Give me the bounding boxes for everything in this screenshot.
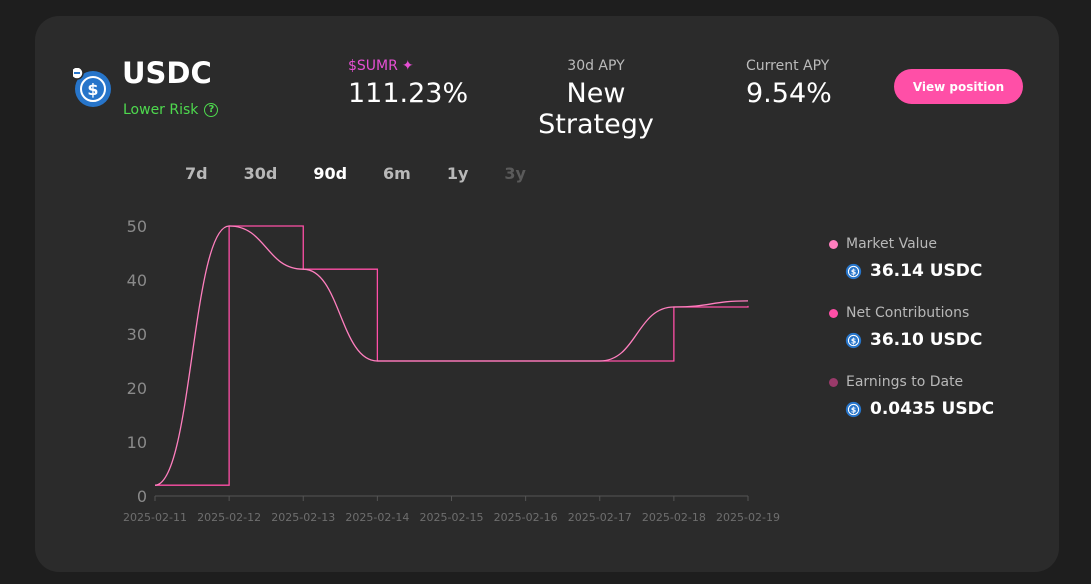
x-tick-label: 2025-02-18 [642, 511, 706, 524]
y-tick-label: 30 [127, 325, 147, 344]
x-tick-label: 2025-02-14 [345, 511, 409, 524]
usdc-coin-icon: $ [845, 263, 862, 279]
y-tick-label: 0 [137, 487, 147, 506]
sparkle-icon: ✦ [401, 58, 414, 74]
risk-badge: Lower Risk ? [123, 102, 219, 118]
view-position-button[interactable]: View position [894, 69, 1023, 104]
legend-dot-market-value [829, 239, 838, 249]
legend-value-net-contributions: 36.10 USDC [870, 330, 983, 350]
tab-90d[interactable]: 90d [313, 164, 348, 183]
legend-label-net-contributions: Net Contributions [846, 305, 970, 321]
tab-30d[interactable]: 30d [243, 164, 278, 183]
strategy-card: $ USDC Lower Risk ? $SUMR ✦ 111.23% 30d … [35, 16, 1059, 572]
stat-current-apy: Current APY 9.54% [746, 58, 832, 109]
svg-text:$: $ [851, 336, 856, 345]
y-tick-label: 40 [127, 271, 147, 290]
help-icon[interactable]: ? [204, 103, 219, 117]
tab-6m[interactable]: 6m [383, 164, 411, 183]
performance-chart: 2025-02-11 2025-02-12 2025-02-13 2025-02-14… [123, 217, 780, 524]
sumr-label-text: $SUMR [348, 58, 398, 74]
stat-current-apy-label: Current APY [746, 58, 830, 74]
legend-value-market-value: 36.14 USDC [870, 261, 983, 281]
stat-sumr-value: 111.23% [348, 78, 469, 109]
usdc-coin-icon: $ [845, 332, 862, 348]
legend-market-value: Market Value $ 36.14 USDC [829, 236, 994, 281]
x-tick-label: 2025-02-17 [568, 511, 632, 524]
x-tick-label: 2025-02-12 [197, 511, 261, 524]
legend-label-earnings: Earnings to Date [846, 374, 964, 390]
stat-current-apy-value: 9.54% [746, 78, 832, 109]
legend-dot-net-contributions [829, 308, 838, 318]
stat-sumr: $SUMR ✦ 111.23% [348, 58, 468, 109]
stat-30d-apy-label: 30d APY [567, 58, 625, 74]
legend-net-contributions: Net Contributions $ 36.10 USDC [829, 305, 994, 350]
y-tick-label: 10 [127, 433, 147, 452]
x-tick-label: 2025-02-16 [494, 511, 558, 524]
legend-label-market-value: Market Value [846, 236, 938, 252]
legend-earnings: Earnings to Date $ 0.0435 USDC [829, 374, 994, 419]
tab-1y[interactable]: 1y [446, 164, 469, 183]
x-tick-label: 2025-02-11 [123, 511, 187, 524]
x-tick-label: 2025-02-19 [716, 511, 780, 524]
x-tick-label: 2025-02-13 [271, 511, 335, 524]
series-net-contributions [155, 225, 749, 486]
series-market-value [154, 225, 749, 486]
token-name: USDC [122, 56, 212, 90]
legend-value-earnings: 0.0435 USDC [870, 399, 995, 419]
stat-30d-apy: 30d APY New Strategy [510, 58, 682, 140]
tab-3y: 3y [504, 164, 526, 183]
chart-legend: Market Value $ 36.14 USDC Net Contributi… [829, 236, 994, 443]
risk-label: Lower Risk [123, 102, 199, 118]
usdc-icon: $ [73, 68, 111, 107]
tab-7d[interactable]: 7d [185, 164, 208, 183]
svg-text:$: $ [851, 405, 856, 414]
stat-30d-apy-value: New Strategy [538, 78, 654, 140]
usdc-coin-icon: $ [845, 401, 862, 417]
svg-text:$: $ [851, 267, 856, 276]
time-range-tabs: 7d 30d 90d 6m 1y 3y [175, 164, 552, 183]
svg-text:$: $ [87, 80, 98, 99]
y-tick-label: 20 [127, 379, 147, 398]
stat-sumr-label: $SUMR ✦ [348, 58, 468, 74]
legend-dot-earnings [829, 377, 838, 387]
y-tick-label: 50 [127, 217, 147, 236]
x-tick-label: 2025-02-15 [420, 511, 484, 524]
